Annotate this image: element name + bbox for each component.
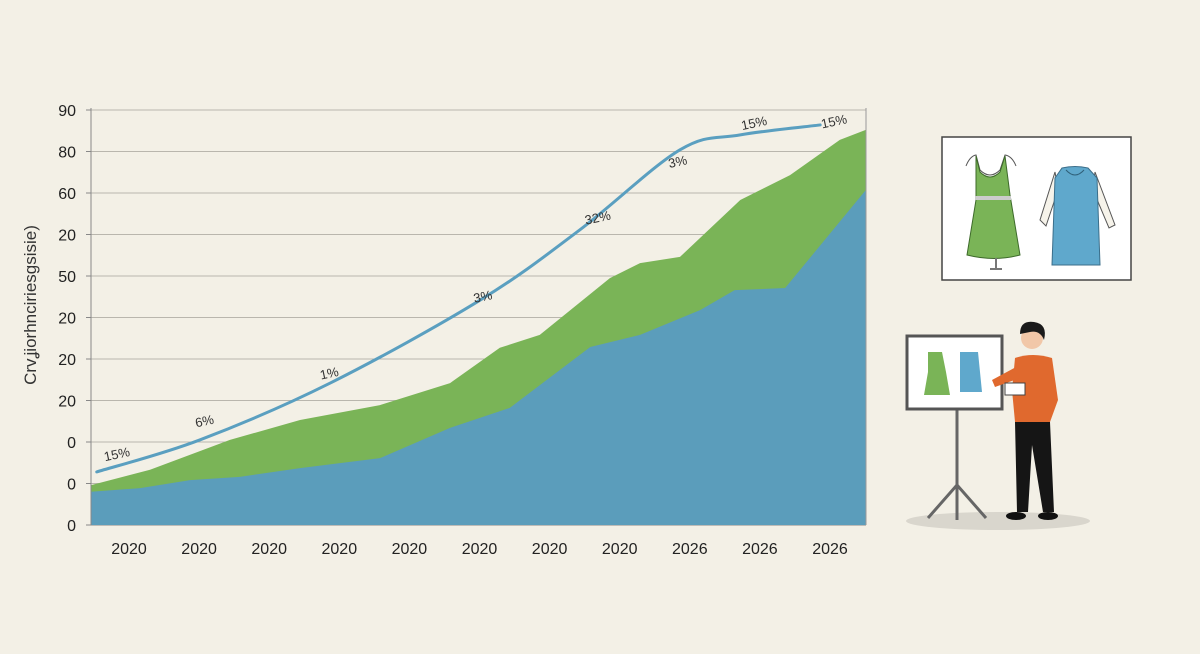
data-label: 15%: [820, 111, 849, 131]
presenter-illustration: [905, 321, 1090, 530]
x-tick-label: 2020: [181, 541, 217, 558]
y-tick-label: 50: [58, 269, 76, 286]
x-tick-label: 2026: [742, 541, 778, 558]
bottom-area-series: [91, 190, 866, 525]
data-label: 15%: [103, 444, 132, 464]
y-tick-label: 0: [67, 435, 76, 452]
dress-frame-illustration: [941, 136, 1132, 281]
person-icon: [992, 321, 1058, 520]
x-tick-label: 2026: [812, 541, 848, 558]
easel-icon: [905, 334, 1004, 520]
x-tick-label: 2020: [532, 541, 568, 558]
line-series: [95, 123, 822, 474]
x-tick-labels: 2020 2020 2020 2020 2020 2020 2020 2020 2026 2026…: [111, 541, 848, 558]
data-label: 32%: [583, 208, 612, 228]
data-label: 1%: [318, 364, 340, 383]
y-tick-label: 90: [58, 103, 76, 120]
x-tick-label: 2026: [672, 541, 708, 558]
green-dress-icon: [965, 154, 1021, 270]
areas: [91, 123, 866, 526]
x-tick-label: 2020: [251, 541, 287, 558]
data-label: 6%: [194, 412, 216, 431]
y-axis-label: Crvʝiorhnciriesgsisie): [21, 225, 40, 385]
y-tick-label: 80: [58, 145, 76, 162]
data-label: 15%: [740, 113, 769, 133]
y-tick-label: 60: [58, 186, 76, 203]
data-labels: 15% 6% 1% 3% 32% 3% 15% 15%: [103, 111, 849, 464]
data-label: 3%: [472, 287, 494, 306]
x-tick-label: 2020: [462, 541, 498, 558]
y-tick-label: 20: [58, 352, 76, 369]
x-tick-label: 2020: [602, 541, 638, 558]
floor-shadow: [906, 512, 1090, 530]
axes: [90, 108, 867, 525]
y-tick-label: 20: [58, 311, 76, 328]
y-tick-label: 20: [58, 228, 76, 245]
x-tick-label: 2020: [111, 541, 147, 558]
y-tick-label: 0: [67, 477, 76, 494]
y-tick-label: 20: [58, 394, 76, 411]
x-tick-label: 2020: [322, 541, 358, 558]
y-tick-label: 0: [67, 518, 76, 535]
blue-dress-icon: [1039, 166, 1116, 266]
data-label: 3%: [667, 152, 689, 171]
x-tick-label: 2020: [392, 541, 428, 558]
y-tick-labels: 0 0 0 20 20 20 50 20 60 80 90: [58, 103, 76, 535]
